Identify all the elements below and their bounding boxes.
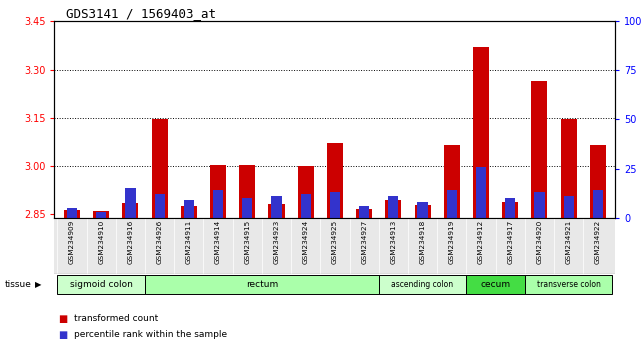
Text: percentile rank within the sample: percentile rank within the sample	[74, 330, 227, 339]
Bar	[213, 190, 223, 218]
Bar	[242, 198, 253, 218]
Bar	[388, 196, 399, 218]
Bar	[415, 205, 431, 218]
Bar	[444, 145, 460, 218]
Text: GSM234922: GSM234922	[595, 219, 601, 264]
Bar	[64, 210, 80, 218]
Bar	[271, 196, 281, 218]
Bar	[593, 190, 603, 218]
Bar	[473, 47, 489, 218]
Bar	[467, 275, 525, 295]
Bar	[417, 202, 428, 218]
Text: GSM234913: GSM234913	[390, 219, 396, 264]
Bar	[269, 204, 285, 218]
Text: transverse colon: transverse colon	[537, 280, 601, 289]
Bar	[525, 275, 612, 295]
Bar	[126, 188, 135, 218]
Text: GSM234927: GSM234927	[361, 219, 367, 264]
Bar	[535, 192, 544, 218]
Bar	[505, 198, 515, 218]
Bar	[385, 200, 401, 218]
Bar	[379, 275, 467, 295]
Bar	[447, 190, 457, 218]
Bar	[122, 203, 138, 218]
Bar	[590, 145, 606, 218]
Bar	[301, 194, 311, 218]
Text: GSM234921: GSM234921	[565, 219, 572, 264]
Text: ■: ■	[58, 314, 67, 324]
Bar	[330, 192, 340, 218]
Text: GSM234917: GSM234917	[507, 219, 513, 264]
Text: GSM234912: GSM234912	[478, 219, 484, 264]
Bar	[327, 143, 343, 218]
Bar	[297, 166, 313, 218]
Text: GSM234926: GSM234926	[156, 219, 163, 264]
Text: GSM234924: GSM234924	[303, 219, 309, 264]
Bar	[561, 119, 577, 218]
Text: GSM234923: GSM234923	[274, 219, 279, 264]
Bar	[356, 209, 372, 218]
Bar	[359, 206, 369, 218]
Text: ascending colon: ascending colon	[392, 280, 454, 289]
Text: tissue: tissue	[5, 280, 32, 290]
Text: GSM234920: GSM234920	[537, 219, 542, 264]
Text: GSM234925: GSM234925	[332, 219, 338, 264]
Bar	[476, 167, 486, 218]
Bar	[563, 196, 574, 218]
Text: ▶: ▶	[35, 280, 42, 290]
Text: GSM234915: GSM234915	[244, 219, 250, 264]
Text: GSM234909: GSM234909	[69, 219, 75, 264]
Text: GSM234910: GSM234910	[98, 219, 104, 264]
Bar	[184, 200, 194, 218]
Text: GSM234919: GSM234919	[449, 219, 454, 264]
Text: GSM234916: GSM234916	[128, 219, 133, 264]
Text: cecum: cecum	[481, 280, 511, 289]
Text: rectum: rectum	[246, 280, 278, 289]
Bar	[58, 275, 145, 295]
Bar	[93, 211, 109, 218]
Text: GSM234911: GSM234911	[186, 219, 192, 264]
Text: GDS3141 / 1569403_at: GDS3141 / 1569403_at	[66, 7, 216, 20]
Bar	[67, 208, 77, 218]
Bar	[96, 212, 106, 218]
Bar	[531, 81, 547, 218]
Bar	[154, 194, 165, 218]
Text: GSM234914: GSM234914	[215, 219, 221, 264]
Bar	[210, 165, 226, 218]
Bar	[502, 202, 518, 218]
Text: transformed count: transformed count	[74, 314, 158, 323]
Text: sigmoid colon: sigmoid colon	[70, 280, 133, 289]
Bar	[152, 119, 168, 218]
Text: ■: ■	[58, 330, 67, 339]
Bar	[145, 275, 379, 295]
Text: GSM234918: GSM234918	[420, 219, 426, 264]
Bar	[181, 206, 197, 218]
Bar	[239, 165, 255, 218]
